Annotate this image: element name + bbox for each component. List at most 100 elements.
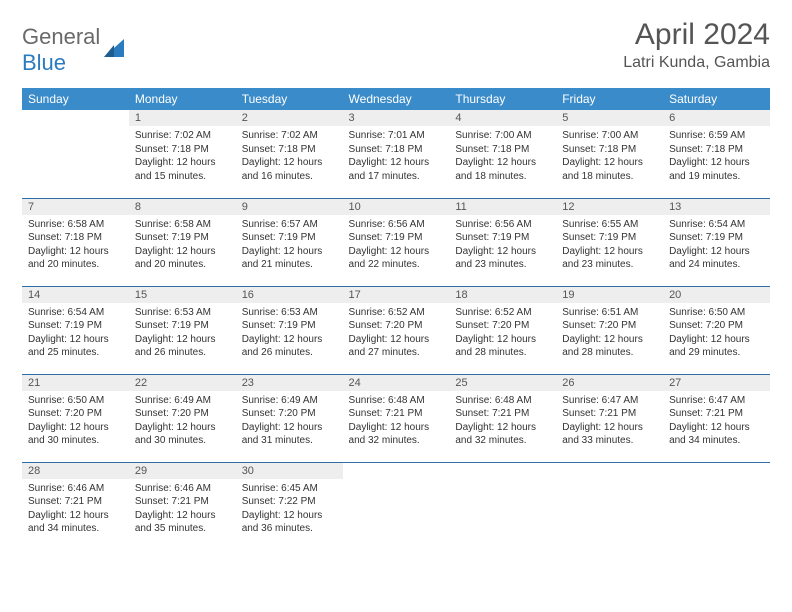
calendar-week-row: 28Sunrise: 6:46 AMSunset: 7:21 PMDayligh… xyxy=(22,462,770,550)
day-daylight2-line: and 28 minutes. xyxy=(455,346,550,360)
day-number xyxy=(343,463,450,479)
day-daylight2-line: and 27 minutes. xyxy=(349,346,444,360)
day-number: 4 xyxy=(449,110,556,126)
day-body: Sunrise: 6:56 AMSunset: 7:19 PMDaylight:… xyxy=(449,215,556,276)
day-body xyxy=(663,479,770,486)
location-label: Latri Kunda, Gambia xyxy=(623,54,770,72)
calendar-day-cell: 9Sunrise: 6:57 AMSunset: 7:19 PMDaylight… xyxy=(236,198,343,286)
calendar-day-cell: 12Sunrise: 6:55 AMSunset: 7:19 PMDayligh… xyxy=(556,198,663,286)
calendar-day-cell xyxy=(449,462,556,550)
calendar-day-cell: 17Sunrise: 6:52 AMSunset: 7:20 PMDayligh… xyxy=(343,286,450,374)
calendar-table: Sunday Monday Tuesday Wednesday Thursday… xyxy=(22,88,770,550)
calendar-day-cell: 13Sunrise: 6:54 AMSunset: 7:19 PMDayligh… xyxy=(663,198,770,286)
calendar-day-cell: 28Sunrise: 6:46 AMSunset: 7:21 PMDayligh… xyxy=(22,462,129,550)
day-daylight1-line: Daylight: 12 hours xyxy=(349,333,444,347)
month-title: April 2024 xyxy=(623,18,770,52)
day-body: Sunrise: 6:59 AMSunset: 7:18 PMDaylight:… xyxy=(663,126,770,187)
day-sunset-line: Sunset: 7:22 PM xyxy=(242,495,337,509)
day-body: Sunrise: 6:49 AMSunset: 7:20 PMDaylight:… xyxy=(236,391,343,452)
day-body: Sunrise: 7:00 AMSunset: 7:18 PMDaylight:… xyxy=(556,126,663,187)
day-daylight2-line: and 19 minutes. xyxy=(669,170,764,184)
day-daylight1-line: Daylight: 12 hours xyxy=(349,156,444,170)
day-daylight1-line: Daylight: 12 hours xyxy=(349,421,444,435)
day-body: Sunrise: 6:50 AMSunset: 7:20 PMDaylight:… xyxy=(663,303,770,364)
day-sunrise-line: Sunrise: 6:53 AM xyxy=(135,306,230,320)
day-number: 5 xyxy=(556,110,663,126)
day-sunrise-line: Sunrise: 6:50 AM xyxy=(28,394,123,408)
day-sunset-line: Sunset: 7:19 PM xyxy=(135,319,230,333)
calendar-day-cell xyxy=(343,462,450,550)
day-sunset-line: Sunset: 7:19 PM xyxy=(669,231,764,245)
day-number xyxy=(663,463,770,479)
day-body: Sunrise: 6:46 AMSunset: 7:21 PMDaylight:… xyxy=(22,479,129,540)
day-number: 23 xyxy=(236,375,343,391)
day-sunrise-line: Sunrise: 6:47 AM xyxy=(669,394,764,408)
day-daylight2-line: and 30 minutes. xyxy=(135,434,230,448)
day-sunrise-line: Sunrise: 6:54 AM xyxy=(28,306,123,320)
day-daylight1-line: Daylight: 12 hours xyxy=(135,245,230,259)
day-daylight2-line: and 23 minutes. xyxy=(562,258,657,272)
day-number: 16 xyxy=(236,287,343,303)
calendar-day-cell: 18Sunrise: 6:52 AMSunset: 7:20 PMDayligh… xyxy=(449,286,556,374)
day-body: Sunrise: 6:51 AMSunset: 7:20 PMDaylight:… xyxy=(556,303,663,364)
calendar-day-cell: 30Sunrise: 6:45 AMSunset: 7:22 PMDayligh… xyxy=(236,462,343,550)
day-sunrise-line: Sunrise: 6:51 AM xyxy=(562,306,657,320)
day-daylight2-line: and 20 minutes. xyxy=(135,258,230,272)
day-daylight2-line: and 34 minutes. xyxy=(28,522,123,536)
day-sunset-line: Sunset: 7:21 PM xyxy=(28,495,123,509)
day-number: 26 xyxy=(556,375,663,391)
calendar-day-cell xyxy=(22,110,129,198)
calendar-day-cell: 27Sunrise: 6:47 AMSunset: 7:21 PMDayligh… xyxy=(663,374,770,462)
day-sunset-line: Sunset: 7:21 PM xyxy=(562,407,657,421)
day-body: Sunrise: 6:50 AMSunset: 7:20 PMDaylight:… xyxy=(22,391,129,452)
logo-text: General Blue xyxy=(22,24,100,76)
day-daylight1-line: Daylight: 12 hours xyxy=(28,245,123,259)
calendar-day-cell: 6Sunrise: 6:59 AMSunset: 7:18 PMDaylight… xyxy=(663,110,770,198)
day-sunrise-line: Sunrise: 6:59 AM xyxy=(669,129,764,143)
day-sunrise-line: Sunrise: 6:49 AM xyxy=(242,394,337,408)
day-number xyxy=(22,110,129,126)
day-number: 8 xyxy=(129,199,236,215)
day-number: 3 xyxy=(343,110,450,126)
day-daylight2-line: and 18 minutes. xyxy=(562,170,657,184)
day-daylight1-line: Daylight: 12 hours xyxy=(242,333,337,347)
day-daylight1-line: Daylight: 12 hours xyxy=(28,421,123,435)
day-sunrise-line: Sunrise: 6:53 AM xyxy=(242,306,337,320)
day-sunset-line: Sunset: 7:20 PM xyxy=(349,319,444,333)
day-sunset-line: Sunset: 7:21 PM xyxy=(669,407,764,421)
day-body xyxy=(449,479,556,486)
day-number: 21 xyxy=(22,375,129,391)
day-sunrise-line: Sunrise: 6:57 AM xyxy=(242,218,337,232)
day-number: 14 xyxy=(22,287,129,303)
day-body: Sunrise: 6:53 AMSunset: 7:19 PMDaylight:… xyxy=(129,303,236,364)
day-body: Sunrise: 7:01 AMSunset: 7:18 PMDaylight:… xyxy=(343,126,450,187)
day-sunset-line: Sunset: 7:21 PM xyxy=(455,407,550,421)
day-daylight2-line: and 17 minutes. xyxy=(349,170,444,184)
calendar-day-cell xyxy=(556,462,663,550)
day-daylight2-line: and 26 minutes. xyxy=(135,346,230,360)
day-sunset-line: Sunset: 7:21 PM xyxy=(135,495,230,509)
calendar-day-cell: 7Sunrise: 6:58 AMSunset: 7:18 PMDaylight… xyxy=(22,198,129,286)
day-body: Sunrise: 6:57 AMSunset: 7:19 PMDaylight:… xyxy=(236,215,343,276)
day-number: 22 xyxy=(129,375,236,391)
day-sunset-line: Sunset: 7:18 PM xyxy=(562,143,657,157)
calendar-day-cell: 1Sunrise: 7:02 AMSunset: 7:18 PMDaylight… xyxy=(129,110,236,198)
day-daylight1-line: Daylight: 12 hours xyxy=(455,421,550,435)
day-daylight1-line: Daylight: 12 hours xyxy=(562,421,657,435)
calendar-day-cell: 24Sunrise: 6:48 AMSunset: 7:21 PMDayligh… xyxy=(343,374,450,462)
day-body: Sunrise: 6:56 AMSunset: 7:19 PMDaylight:… xyxy=(343,215,450,276)
day-sunrise-line: Sunrise: 6:58 AM xyxy=(135,218,230,232)
calendar-day-cell: 23Sunrise: 6:49 AMSunset: 7:20 PMDayligh… xyxy=(236,374,343,462)
day-number: 17 xyxy=(343,287,450,303)
day-number: 13 xyxy=(663,199,770,215)
day-sunset-line: Sunset: 7:20 PM xyxy=(242,407,337,421)
day-daylight1-line: Daylight: 12 hours xyxy=(455,156,550,170)
day-daylight1-line: Daylight: 12 hours xyxy=(242,156,337,170)
day-daylight2-line: and 30 minutes. xyxy=(28,434,123,448)
logo-sail-icon xyxy=(102,35,128,66)
day-body: Sunrise: 7:02 AMSunset: 7:18 PMDaylight:… xyxy=(236,126,343,187)
day-daylight2-line: and 25 minutes. xyxy=(28,346,123,360)
day-body xyxy=(22,126,129,133)
day-header: Sunday xyxy=(22,88,129,110)
day-number: 10 xyxy=(343,199,450,215)
